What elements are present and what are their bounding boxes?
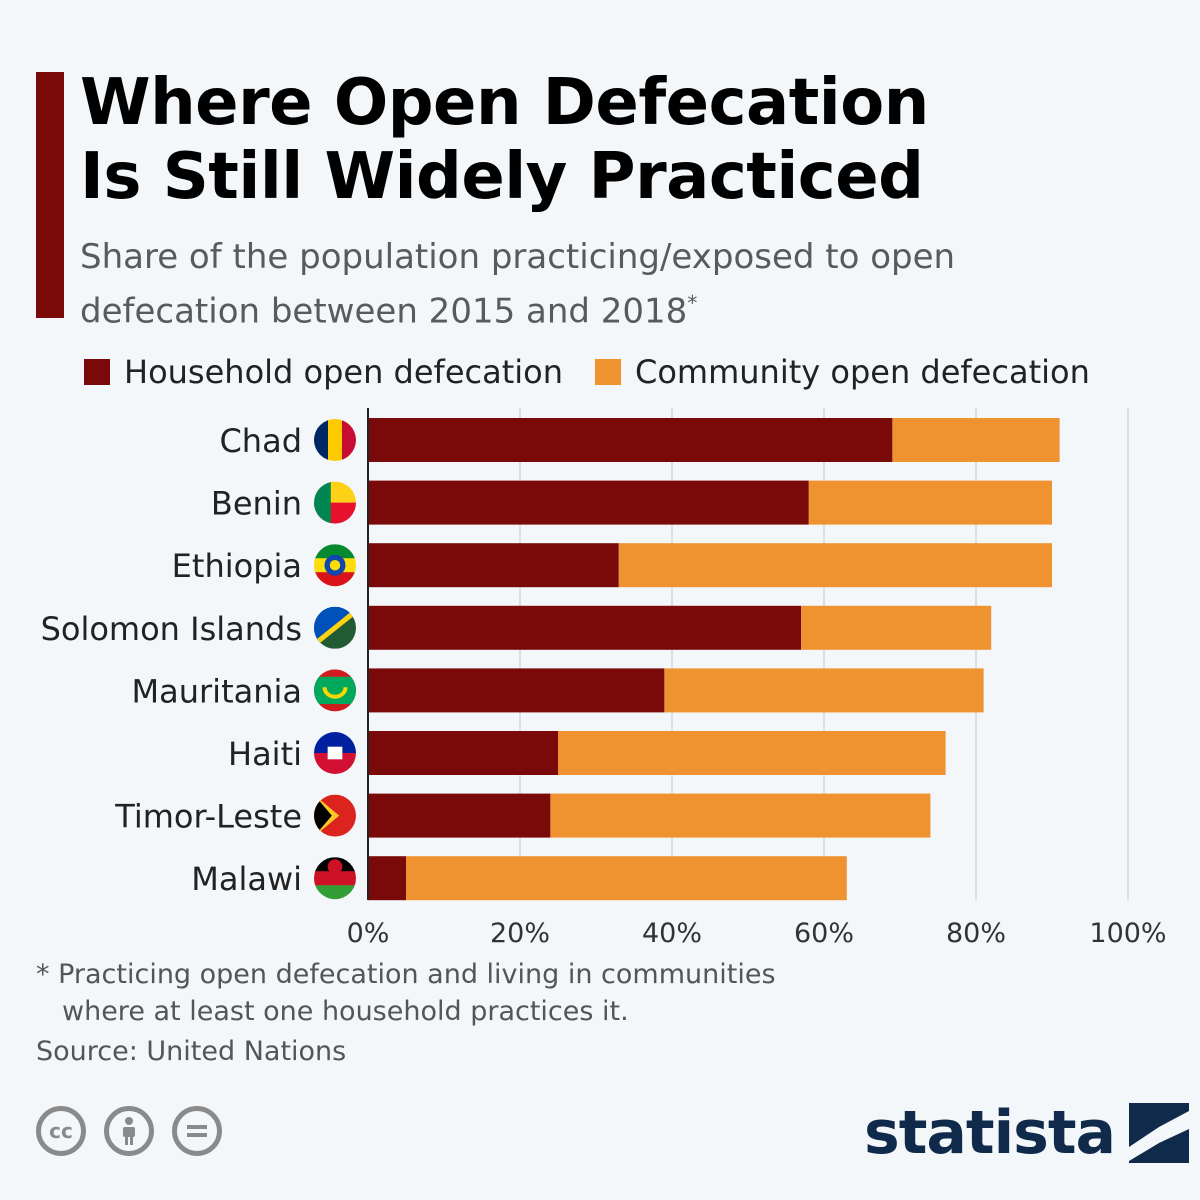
bar-household [368, 605, 802, 650]
subtitle-line-1: Share of the population practicing/expos… [80, 237, 956, 277]
bar-household [368, 668, 665, 713]
category-label: Malawi [191, 860, 302, 898]
footnote: * Practicing open defecation and living … [36, 956, 856, 1030]
category-label: Solomon Islands [41, 610, 302, 648]
bar-community [892, 418, 1060, 462]
chart-subtitle: Share of the population practicing/expos… [80, 234, 1180, 334]
timor-leste-flag-icon [314, 794, 356, 837]
legend-item-community: Community open defecation [595, 353, 1090, 391]
legend-label-community: Community open defecation [635, 353, 1090, 391]
category-label: Benin [211, 485, 302, 523]
no-derivatives-icon[interactable] [172, 1106, 222, 1156]
bar-community [558, 731, 946, 775]
bar-community [550, 793, 931, 838]
bar-chart: 0% 20% 40% 60% 80% 100% Chad Benin Ethiopia Solom… [41, 408, 1167, 949]
bar-community [808, 480, 1052, 525]
chart-title: Where Open Defecation Is Still Widely Pr… [80, 66, 1170, 214]
footnote-line-2: where at least one household practices i… [62, 996, 629, 1027]
category-label: Timor-Leste [114, 798, 302, 836]
x-tick-label: 100% [1089, 918, 1166, 949]
license-icons: cc [36, 1106, 240, 1156]
malawi-flag-icon [314, 857, 356, 900]
attribution-icon[interactable] [104, 1106, 154, 1156]
bar-household [368, 543, 619, 588]
bar-household [368, 418, 893, 462]
subtitle-line-2: defecation between 2015 and 2018* [80, 280, 1180, 334]
category-label: Mauritania [132, 672, 302, 710]
category-label: Haiti [228, 735, 302, 773]
source-text: Source: United Nations [36, 1036, 347, 1067]
legend-swatch-household [84, 359, 110, 385]
subtitle-line-2-text: defecation between 2015 and 2018 [80, 291, 688, 332]
legend-label-household: Household open defecation [124, 353, 563, 391]
ethiopia-flag-icon [314, 544, 356, 587]
x-tick-label: 20% [490, 918, 550, 949]
title-line-2: Is Still Widely Practiced [80, 140, 924, 214]
category-label: Chad [219, 422, 302, 460]
statista-logo[interactable]: statista [864, 1098, 1190, 1168]
title-line-1: Where Open Defecation [80, 66, 929, 140]
accent-bar [36, 72, 64, 318]
bar-household [368, 793, 551, 838]
x-tick-label: 60% [794, 918, 854, 949]
solomon-islands-flag-icon [314, 606, 356, 649]
benin-flag-icon [314, 481, 356, 524]
x-tick-label: 40% [642, 918, 702, 949]
haiti-flag-icon [314, 732, 356, 774]
x-tick-label: 0% [347, 918, 390, 949]
category-label: Ethiopia [172, 547, 302, 585]
x-tick-label: 80% [946, 918, 1006, 949]
bar-household [368, 856, 406, 901]
brand-name: statista [864, 1098, 1116, 1168]
bar-community [664, 668, 984, 713]
cc-icon[interactable]: cc [36, 1106, 86, 1156]
bar-community [618, 543, 1052, 588]
bar-household [368, 731, 558, 775]
statista-mark-icon [1129, 1103, 1190, 1163]
footnote-line-1: * Practicing open defecation and living … [36, 959, 776, 990]
bar-community [406, 856, 847, 901]
chart-legend: Household open defecation Community open… [84, 350, 1122, 394]
chad-flag-icon [314, 419, 356, 461]
bar-household [368, 480, 809, 525]
bar-community [801, 605, 992, 650]
mauritania-flag-icon [314, 669, 356, 712]
legend-swatch-community [595, 359, 621, 385]
subtitle-footnote-marker: * [687, 291, 698, 315]
legend-item-household: Household open defecation [84, 353, 563, 391]
